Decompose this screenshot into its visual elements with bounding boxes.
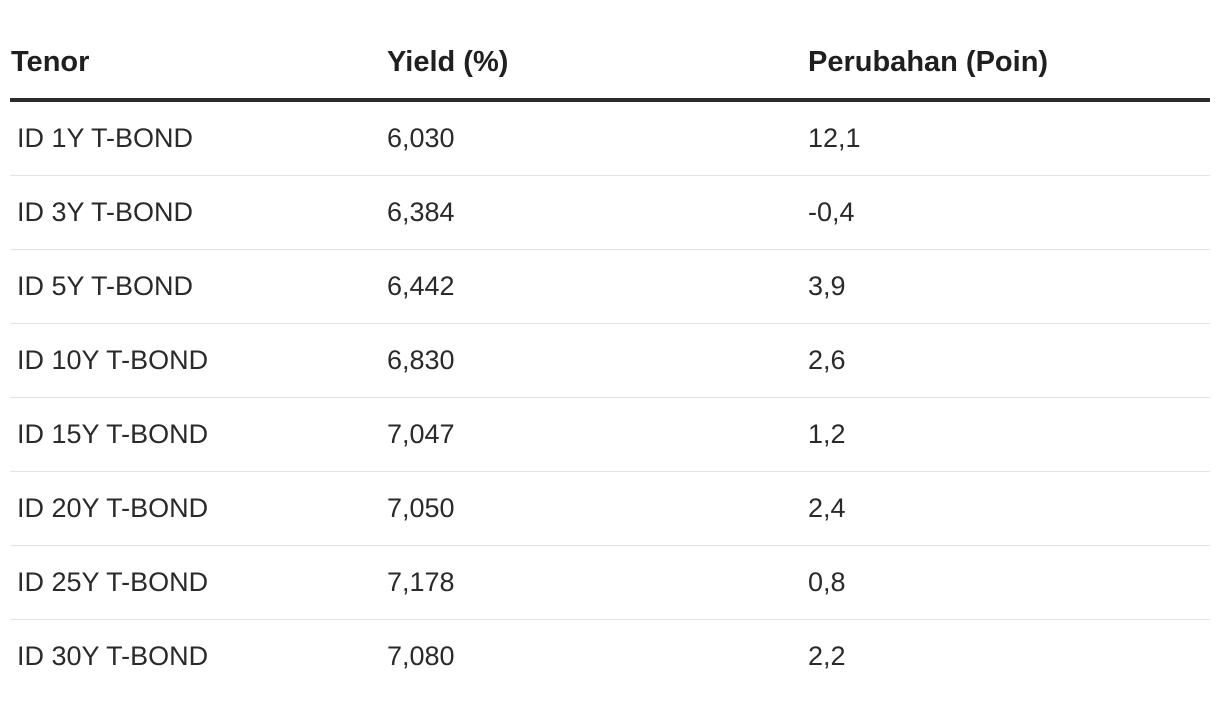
cell-change: 2,2 <box>808 641 846 671</box>
cell-yield: 7,047 <box>380 397 801 472</box>
table-row: ID 1Y T-BOND 6,030 12,1 <box>10 100 1210 176</box>
table-row: ID 30Y T-BOND 7,080 2,2 <box>10 620 1210 694</box>
cell-tenor: ID 10Y T-BOND <box>10 323 380 398</box>
table-row: ID 5Y T-BOND 6,442 3,9 <box>10 249 1210 324</box>
cell-change: 0,8 <box>801 545 1210 620</box>
table-header: Tenor Yield (%) Perubahan (Poin) <box>10 26 1210 102</box>
cell-tenor: ID 5Y T-BOND <box>10 249 380 324</box>
bond-yield-table: Tenor Yield (%) Perubahan (Poin) ID 1Y T… <box>10 26 1210 693</box>
cell-yield: 6,384 <box>380 175 801 250</box>
cell-tenor: ID 25Y T-BOND <box>10 545 380 620</box>
header-change: Perubahan (Poin) <box>801 26 1210 102</box>
table-body: ID 1Y T-BOND 6,030 12,1 ID 3Y T-BOND 6,3… <box>10 100 1210 693</box>
header-tenor: Tenor <box>10 26 380 102</box>
table-row: ID 3Y T-BOND 6,384 -0,4 <box>10 175 1210 250</box>
cell-tenor: ID 20Y T-BOND <box>10 471 380 546</box>
cell-yield: 6,830 <box>380 323 801 398</box>
header-yield: Yield (%) <box>380 26 801 102</box>
table-header-row: Tenor Yield (%) Perubahan (Poin) <box>10 26 1210 102</box>
cell-yield: 7,178 <box>380 545 801 620</box>
cell-yield: 6,442 <box>380 249 801 324</box>
cell-tenor: ID 15Y T-BOND <box>10 397 380 472</box>
table-row: ID 15Y T-BOND 7,047 1,2 <box>10 397 1210 472</box>
cell-yield: 6,030 <box>380 100 801 176</box>
bond-yield-table-container: Tenor Yield (%) Perubahan (Poin) ID 1Y T… <box>10 26 1210 693</box>
table-row: ID 10Y T-BOND 6,830 2,6 <box>10 323 1210 398</box>
table-row: ID 25Y T-BOND 7,178 0,8 <box>10 545 1210 620</box>
table-row: ID 20Y T-BOND 7,050 2,4 <box>10 471 1210 546</box>
cell-tenor: ID 30Y T-BOND <box>17 641 209 671</box>
cell-change: 12,1 <box>801 100 1210 176</box>
cell-change: -0,4 <box>801 175 1210 250</box>
cell-yield: 7,050 <box>380 471 801 546</box>
cell-tenor: ID 1Y T-BOND <box>10 100 380 176</box>
cell-change: 1,2 <box>801 397 1210 472</box>
cell-yield: 7,080 <box>387 641 455 671</box>
cell-change: 2,6 <box>801 323 1210 398</box>
cell-change: 2,4 <box>801 471 1210 546</box>
cell-tenor: ID 3Y T-BOND <box>10 175 380 250</box>
cell-change: 3,9 <box>801 249 1210 324</box>
